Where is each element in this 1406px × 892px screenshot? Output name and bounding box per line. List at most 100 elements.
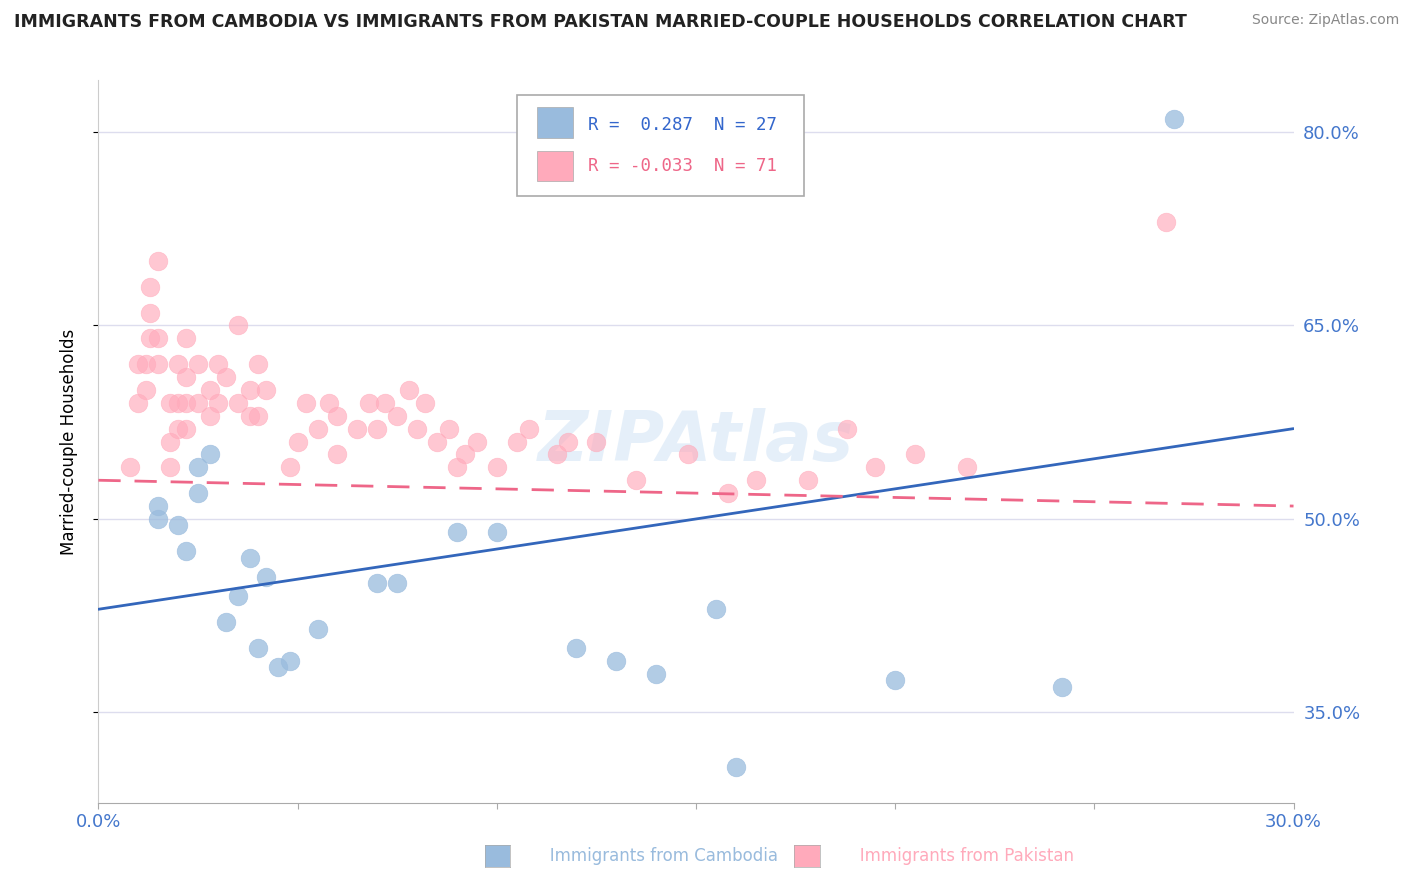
Text: IMMIGRANTS FROM CAMBODIA VS IMMIGRANTS FROM PAKISTAN MARRIED-COUPLE HOUSEHOLDS C: IMMIGRANTS FROM CAMBODIA VS IMMIGRANTS F… bbox=[14, 13, 1187, 31]
Point bbox=[278, 654, 301, 668]
Point bbox=[139, 279, 162, 293]
Point bbox=[246, 640, 269, 655]
Point bbox=[413, 396, 436, 410]
Point bbox=[174, 422, 197, 436]
Y-axis label: Married-couple Households: Married-couple Households bbox=[59, 328, 77, 555]
Point bbox=[366, 576, 388, 591]
Point bbox=[318, 396, 340, 410]
Point bbox=[148, 331, 170, 345]
Point bbox=[239, 383, 262, 397]
Point bbox=[745, 473, 768, 487]
Point bbox=[215, 370, 238, 384]
Point bbox=[294, 396, 316, 410]
Point bbox=[517, 422, 540, 436]
Point bbox=[159, 396, 181, 410]
Point bbox=[127, 396, 149, 410]
Point bbox=[837, 422, 859, 436]
Point bbox=[546, 447, 568, 461]
Point bbox=[135, 357, 157, 371]
Point bbox=[676, 447, 699, 461]
Point bbox=[267, 660, 290, 674]
Point bbox=[446, 524, 468, 539]
Point bbox=[254, 570, 277, 584]
Point bbox=[239, 550, 262, 565]
Point bbox=[174, 370, 197, 384]
Point bbox=[865, 460, 887, 475]
Point bbox=[239, 409, 262, 423]
Point bbox=[904, 447, 927, 461]
Point bbox=[207, 357, 229, 371]
Text: ZIPAtlas: ZIPAtlas bbox=[538, 408, 853, 475]
Point bbox=[148, 499, 170, 513]
Point bbox=[956, 460, 979, 475]
Point bbox=[557, 434, 579, 449]
Point bbox=[704, 602, 727, 616]
Point bbox=[346, 422, 368, 436]
Point bbox=[127, 357, 149, 371]
Point bbox=[159, 434, 181, 449]
Point bbox=[385, 409, 409, 423]
Point bbox=[139, 305, 162, 319]
Point bbox=[167, 396, 190, 410]
Point bbox=[565, 640, 588, 655]
Point bbox=[287, 434, 309, 449]
Point bbox=[187, 486, 209, 500]
Point bbox=[326, 409, 349, 423]
Point bbox=[426, 434, 449, 449]
Point bbox=[465, 434, 488, 449]
Point bbox=[148, 512, 170, 526]
Point bbox=[585, 434, 607, 449]
Point bbox=[246, 357, 269, 371]
Point bbox=[198, 409, 221, 423]
Point bbox=[724, 760, 747, 774]
Point bbox=[139, 331, 162, 345]
Point bbox=[437, 422, 460, 436]
Point bbox=[246, 409, 269, 423]
Point bbox=[254, 383, 277, 397]
Point bbox=[605, 654, 627, 668]
Point bbox=[198, 383, 221, 397]
Point bbox=[446, 460, 468, 475]
Point bbox=[506, 434, 529, 449]
Point bbox=[307, 622, 329, 636]
Text: R = -0.033  N = 71: R = -0.033 N = 71 bbox=[589, 157, 778, 175]
Point bbox=[167, 357, 190, 371]
Point bbox=[796, 473, 818, 487]
Point bbox=[485, 460, 508, 475]
Point bbox=[406, 422, 429, 436]
Point bbox=[1163, 112, 1185, 126]
Point bbox=[207, 396, 229, 410]
Point bbox=[120, 460, 142, 475]
Point bbox=[626, 473, 648, 487]
Point bbox=[717, 486, 740, 500]
Bar bbox=[537, 107, 572, 137]
Point bbox=[645, 666, 668, 681]
Bar bbox=[537, 151, 572, 181]
Point bbox=[454, 447, 477, 461]
Point bbox=[374, 396, 396, 410]
Point bbox=[326, 447, 349, 461]
Point bbox=[159, 460, 181, 475]
Point bbox=[398, 383, 420, 397]
Point bbox=[1154, 215, 1177, 229]
Point bbox=[148, 357, 170, 371]
Point bbox=[278, 460, 301, 475]
Text: R =  0.287  N = 27: R = 0.287 N = 27 bbox=[589, 116, 778, 134]
FancyBboxPatch shape bbox=[517, 95, 804, 196]
Point bbox=[187, 396, 209, 410]
Point bbox=[198, 447, 221, 461]
Text: Immigrants from Cambodia: Immigrants from Cambodia bbox=[534, 847, 779, 865]
Point bbox=[359, 396, 381, 410]
Point bbox=[884, 673, 907, 688]
Point bbox=[174, 396, 197, 410]
Point bbox=[226, 590, 249, 604]
Point bbox=[226, 396, 249, 410]
Point bbox=[187, 460, 209, 475]
Point bbox=[187, 357, 209, 371]
Point bbox=[226, 318, 249, 333]
Point bbox=[167, 518, 190, 533]
Point bbox=[1052, 680, 1074, 694]
Point bbox=[167, 422, 190, 436]
Text: Immigrants from Pakistan: Immigrants from Pakistan bbox=[844, 847, 1074, 865]
Point bbox=[307, 422, 329, 436]
